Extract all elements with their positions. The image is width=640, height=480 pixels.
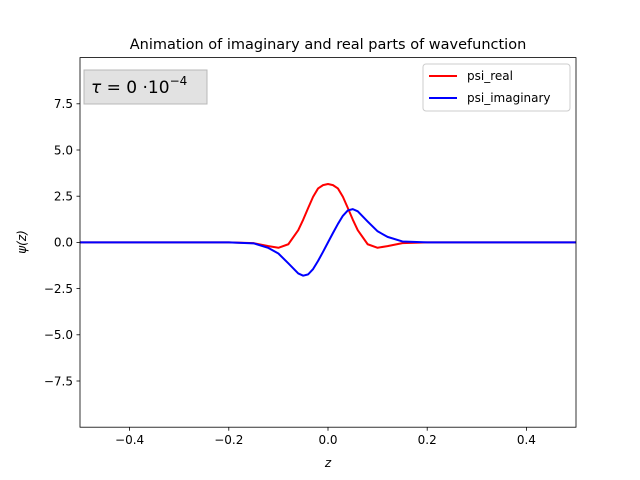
tick-layer: −0.4 −0.2 0.0 0.2 0.4 −7.5 −5.0 −2.5 0.0 2.5 5.0 7.… [44,97,536,447]
y-tick-label: 0.0 [54,236,73,250]
tau-annotation-box [83,69,208,105]
legend-label-psi-real: psi_real [467,69,513,83]
tau-symbol: τ [91,78,102,98]
tau-annotation: τ = 0 ·10−4 [83,69,208,105]
y-tick-label: −2.5 [44,282,73,296]
x-axis-label: z [324,456,332,470]
chart-title: Animation of imaginary and real parts of… [130,37,527,53]
tau-annotation-text: τ = 0 ·10−4 [91,74,187,98]
x-tick-label: −0.4 [115,433,144,447]
y-tick-label: 2.5 [54,190,73,204]
y-tick-label: −5.0 [44,328,73,342]
legend: psi_real psi_imaginary [422,63,571,112]
series-line-psi-real [80,183,576,249]
x-tick-label: 0.0 [318,433,337,447]
series-layer [80,183,576,277]
series-line-psi-imaginary [80,208,576,277]
y-tick-label: 7.5 [54,97,73,111]
legend-label-psi-imaginary: psi_imaginary [467,91,551,105]
legend-box [422,63,571,112]
tau-exponent: −4 [170,74,188,88]
x-tick-label: −0.2 [214,433,243,447]
x-tick-label: 0.2 [418,433,437,447]
y-axis-label: ψ(z) [15,230,29,254]
plot-frame [79,57,577,428]
y-tick-label: −7.5 [44,374,73,388]
tau-value: = 0 ·10 [101,78,169,98]
y-tick-label: 5.0 [54,143,73,157]
x-tick-label: 0.4 [517,433,536,447]
